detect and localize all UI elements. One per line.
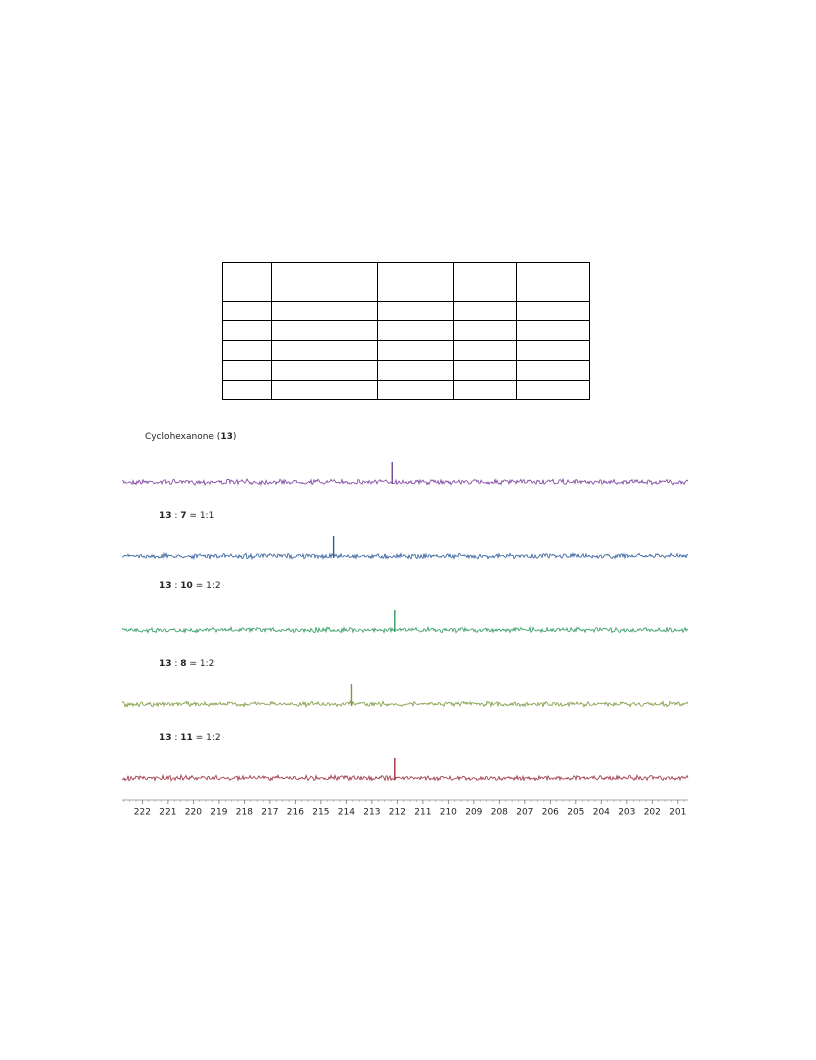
label-part: 13 [159, 733, 172, 743]
x-tick-label: 207 [516, 808, 533, 818]
spectrum-label: 13 : 11 = 1:2 [159, 733, 221, 743]
label-part: = 1:1 [187, 511, 215, 521]
label-part: ) [233, 432, 237, 442]
x-tick-label: 217 [261, 808, 278, 818]
label-part: = 1:2 [187, 659, 215, 669]
label-part: Cyclohexanone ( [145, 432, 220, 442]
x-tick-label: 218 [236, 808, 253, 818]
nmr-spectra: Cyclohexanone (13)13 : 7 = 1:113 : 10 = … [121, 432, 689, 818]
label-part: 13 [159, 581, 172, 591]
x-tick-label: 204 [593, 808, 610, 818]
noise-trace [121, 551, 689, 561]
noise-trace [121, 477, 689, 487]
x-tick-label: 214 [338, 808, 355, 818]
empty-table [222, 262, 590, 400]
x-tick-label: 212 [389, 808, 406, 818]
label-part: = 1:2 [193, 581, 221, 591]
spectrum-label: Cyclohexanone (13) [145, 432, 236, 442]
label-part: 7 [180, 511, 186, 521]
x-tick-label: 209 [465, 808, 482, 818]
label-part: 13 [220, 432, 233, 442]
x-tick-label: 201 [669, 808, 686, 818]
label-part: 11 [180, 733, 193, 743]
label-part: 8 [180, 659, 186, 669]
spectrum-label: 13 : 7 = 1:1 [159, 511, 214, 521]
x-tick-label: 211 [414, 808, 431, 818]
x-tick-label: 219 [210, 808, 227, 818]
x-tick-label: 222 [134, 808, 151, 818]
label-part: 13 [159, 511, 172, 521]
noise-trace [121, 773, 689, 782]
x-tick-label: 208 [491, 808, 508, 818]
spectrum-label: 13 : 8 = 1:2 [159, 659, 214, 669]
x-tick-label: 220 [185, 808, 202, 818]
x-tick-label: 205 [567, 808, 584, 818]
x-tick-label: 206 [542, 808, 559, 818]
table-border [222, 262, 590, 400]
label-part: : [172, 511, 181, 521]
spectrum-label: 13 : 10 = 1:2 [159, 581, 221, 591]
noise-trace [121, 625, 689, 635]
x-tick-label: 210 [440, 808, 457, 818]
label-part: = 1:2 [193, 733, 221, 743]
label-part: 10 [180, 581, 193, 591]
x-tick-label: 202 [644, 808, 661, 818]
x-tick-label: 203 [618, 808, 635, 818]
x-tick-label: 215 [312, 808, 329, 818]
label-part: 13 [159, 659, 172, 669]
noise-trace [121, 699, 689, 709]
x-tick-label: 216 [287, 808, 304, 818]
x-tick-label: 221 [159, 808, 176, 818]
label-part: : [172, 581, 181, 591]
label-part: : [172, 659, 181, 669]
x-tick-label: 213 [363, 808, 380, 818]
label-part: : [172, 733, 181, 743]
